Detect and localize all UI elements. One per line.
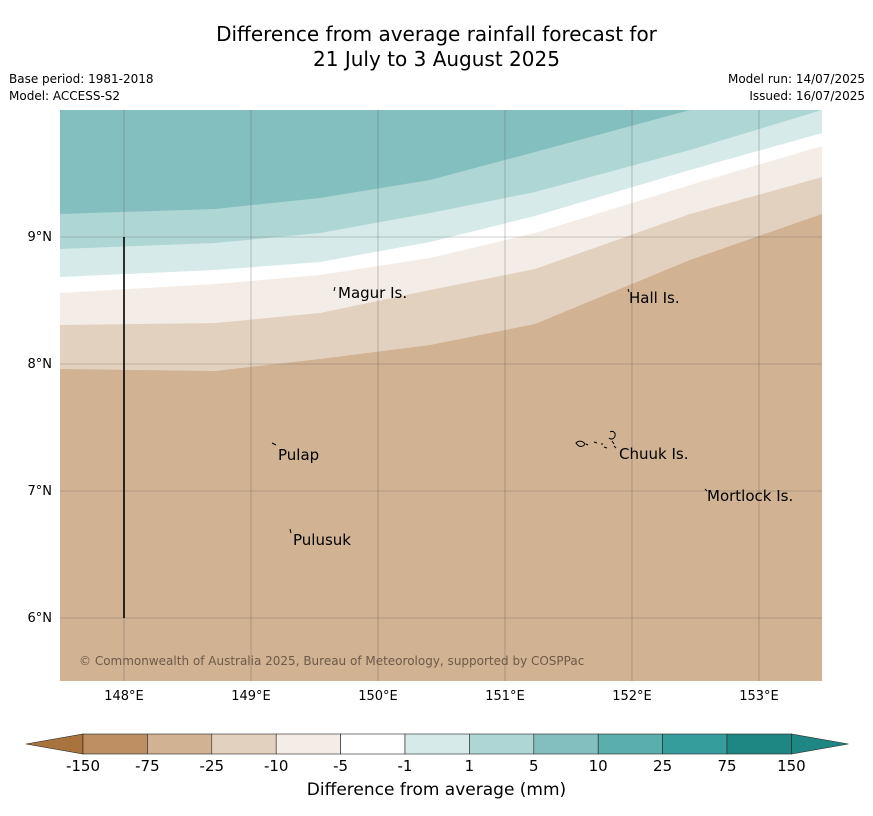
colorbar-segment [211, 733, 277, 755]
lon-tick-label: 149°E [231, 689, 271, 704]
model-name: Model: ACCESS-S2 [9, 89, 121, 103]
lon-tick-label: 150°E [358, 689, 398, 704]
base-period: Base period: 1981-2018 [9, 72, 154, 86]
colorbar-tick-label: 5 [529, 757, 539, 775]
colorbar-segment [340, 733, 406, 755]
colorbar-tick-label: -25 [200, 757, 225, 775]
colorbar-label: Difference from average (mm) [306, 780, 567, 800]
island-pulap-marker [271, 442, 277, 446]
place-label-hall: Hall Is. [629, 289, 680, 307]
colorbar-extend-low [25, 733, 84, 755]
place-label-pulap: Pulap [278, 446, 319, 464]
model-run: Model run: 14/07/2025 [727, 72, 865, 86]
title-line-1: Difference from average rainfall forecas… [216, 22, 657, 46]
lon-tick-label: 148°E [104, 689, 144, 704]
colorbar-tick-label: -75 [135, 757, 160, 775]
island-outlines [271, 286, 708, 534]
colorbar-segment [82, 733, 148, 755]
right-metadata: Model run: 14/07/2025 Issued: 16/07/2025 [728, 71, 865, 105]
lat-tick-label: 7°N [28, 484, 53, 499]
place-labels: Magur Is. Hall Is. Pulap Chuuk Is. Mortl… [278, 284, 793, 549]
map-title: Difference from average rainfall forecas… [0, 22, 873, 72]
copyright-notice: © Commonwealth of Australia 2025, Bureau… [79, 654, 584, 668]
island-hall-marker [627, 288, 630, 293]
colorbar-tick-label: -1 [398, 757, 413, 775]
band-plus-10 [60, 110, 690, 214]
title-line-2: 21 July to 3 August 2025 [313, 47, 560, 71]
colorbar-segment [275, 733, 341, 755]
colorbar-segment [404, 733, 470, 755]
colorbar-tick-label: 75 [717, 757, 736, 775]
lat-tick-label: 8°N [28, 357, 53, 372]
lon-tick-label: 151°E [485, 689, 525, 704]
colorbar-segment [726, 733, 792, 755]
place-label-mortlock: Mortlock Is. [707, 487, 793, 505]
colorbar-segment [533, 733, 599, 755]
colorbar-tick-label: -10 [264, 757, 289, 775]
lat-tick-label: 6°N [28, 611, 53, 626]
lon-tick-label: 152°E [612, 689, 652, 704]
island-pulusuk-marker [289, 528, 292, 534]
issued-date: Issued: 16/07/2025 [749, 89, 865, 103]
lon-tick-labels: 148°E 149°E 150°E 151°E 152°E 153°E [104, 689, 779, 704]
colorbar-segment [597, 733, 663, 755]
colorbar-tick-label: -150 [66, 757, 100, 775]
island-magur-marker [333, 286, 336, 292]
colorbar-tick-label: 10 [589, 757, 608, 775]
left-metadata: Base period: 1981-2018 Model: ACCESS-S2 [9, 71, 154, 105]
island-chuuk-outline [575, 430, 617, 449]
place-label-chuuk: Chuuk Is. [619, 445, 688, 463]
colorbar-segment [662, 733, 728, 755]
colorbar-segment [147, 733, 213, 755]
colorbar-segment [469, 733, 535, 755]
colorbar-tick-label: 25 [653, 757, 672, 775]
place-label-pulusuk: Pulusuk [293, 531, 351, 549]
place-label-magur: Magur Is. [338, 284, 407, 302]
lat-tick-labels: 9°N 8°N 7°N 6°N [28, 230, 53, 626]
colorbar-tick-label: 150 [777, 757, 806, 775]
island-mortlock-marker [704, 488, 708, 492]
contour-layer [60, 110, 822, 681]
colorbar-extend-high [791, 733, 849, 755]
lat-tick-label: 9°N [28, 230, 53, 245]
colorbar-tick-label: -5 [333, 757, 348, 775]
colorbar: -150 -75 -25 -10 -5 -1 1 5 10 25 75 150 [25, 733, 849, 775]
lon-tick-label: 153°E [739, 689, 779, 704]
colorbar-tick-label: 1 [465, 757, 475, 775]
